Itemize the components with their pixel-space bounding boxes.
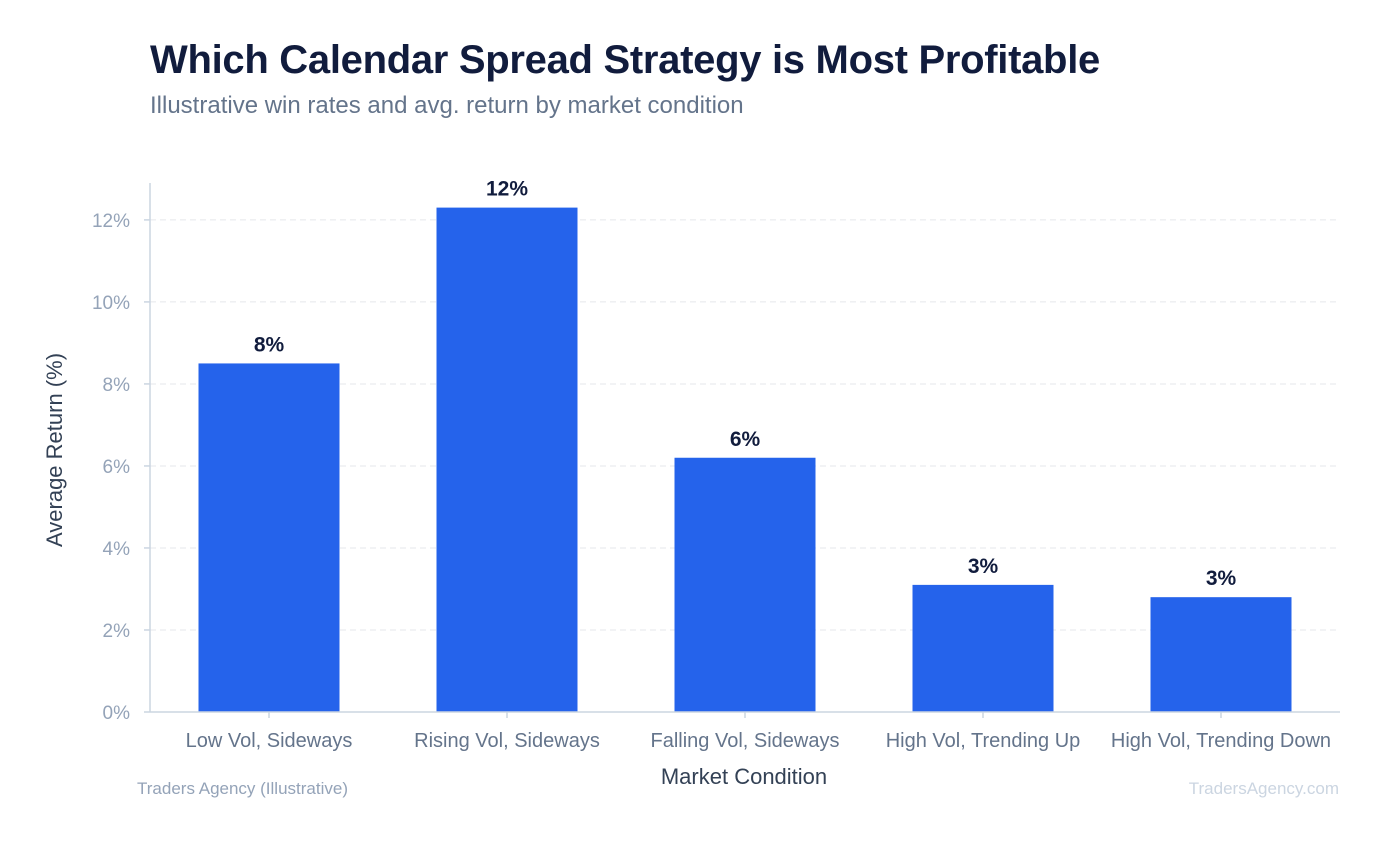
bar-value-label: 12%: [486, 178, 528, 201]
bars: [198, 207, 1292, 712]
bar: [674, 457, 816, 712]
bar: [1150, 597, 1292, 712]
bar-value-label: 3%: [1206, 567, 1237, 590]
labels: 0% 2% 4% 6% 8% 10% 12% 8% Low Vol, Sideways 12% Ri…: [92, 178, 1331, 752]
y-tick-label: 10%: [92, 293, 130, 314]
watermark: TradersAgency.com: [1188, 779, 1339, 798]
chart-subtitle: Illustrative win rates and avg. return b…: [150, 92, 744, 119]
x-tick-label: Rising Vol, Sideways: [414, 730, 600, 752]
y-axis-title: Average Return (%): [42, 353, 67, 547]
x-tick-label: High Vol, Trending Up: [886, 730, 1081, 752]
bar-value-label: 6%: [730, 428, 761, 451]
bar: [912, 584, 1054, 712]
x-axis-title: Market Condition: [661, 764, 827, 789]
y-tick-label: 4%: [103, 539, 131, 560]
y-tick-label: 6%: [103, 457, 131, 478]
x-tick-label: High Vol, Trending Down: [1111, 730, 1331, 752]
bar: [198, 363, 340, 712]
y-tick-label: 2%: [103, 621, 131, 642]
bar-value-label: 8%: [254, 333, 285, 356]
x-tick-label: Low Vol, Sideways: [186, 730, 353, 752]
chart-title: Which Calendar Spread Strategy is Most P…: [150, 38, 1100, 82]
y-tick-label: 8%: [103, 375, 131, 396]
y-tick-label: 12%: [92, 211, 130, 232]
axes: [144, 183, 1340, 718]
bar-value-label: 3%: [968, 555, 999, 578]
x-tick-label: Falling Vol, Sideways: [651, 730, 840, 752]
y-tick-label: 0%: [103, 703, 131, 724]
source-note: Traders Agency (Illustrative): [137, 779, 348, 798]
bar: [436, 207, 578, 712]
